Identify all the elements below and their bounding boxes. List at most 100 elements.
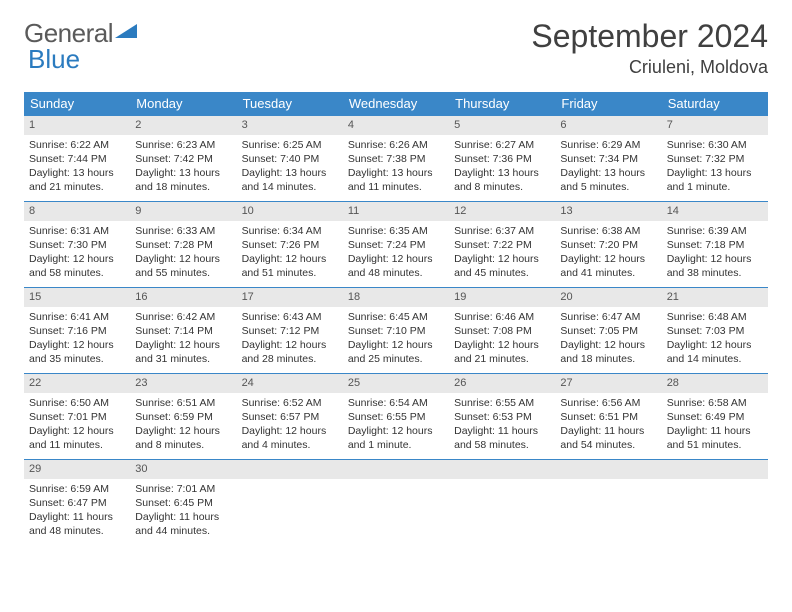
day-details: Sunrise: 6:39 AMSunset: 7:18 PMDaylight:… xyxy=(662,221,768,285)
sunset-line: Sunset: 7:03 PM xyxy=(667,324,763,338)
day-number: 14 xyxy=(662,202,768,221)
sunrise-line: Sunrise: 6:30 AM xyxy=(667,138,763,152)
sunset-line: Sunset: 7:20 PM xyxy=(560,238,656,252)
day-details: Sunrise: 6:59 AMSunset: 6:47 PMDaylight:… xyxy=(24,479,130,543)
day-number: 29 xyxy=(24,460,130,479)
calendar-cell: 30Sunrise: 7:01 AMSunset: 6:45 PMDayligh… xyxy=(130,460,236,546)
weekday-header-row: Sunday Monday Tuesday Wednesday Thursday… xyxy=(24,92,768,116)
calendar-cell xyxy=(449,460,555,546)
day-number: 10 xyxy=(237,202,343,221)
day-details: Sunrise: 6:41 AMSunset: 7:16 PMDaylight:… xyxy=(24,307,130,371)
calendar-cell: 6Sunrise: 6:29 AMSunset: 7:34 PMDaylight… xyxy=(555,116,661,202)
day-details: Sunrise: 6:58 AMSunset: 6:49 PMDaylight:… xyxy=(662,393,768,457)
daylight-line: Daylight: 11 hours and 54 minutes. xyxy=(560,424,656,452)
calendar-cell: 13Sunrise: 6:38 AMSunset: 7:20 PMDayligh… xyxy=(555,202,661,288)
weekday-header: Saturday xyxy=(662,92,768,116)
sunrise-line: Sunrise: 6:41 AM xyxy=(29,310,125,324)
day-details: Sunrise: 6:25 AMSunset: 7:40 PMDaylight:… xyxy=(237,135,343,199)
calendar-cell: 18Sunrise: 6:45 AMSunset: 7:10 PMDayligh… xyxy=(343,288,449,374)
calendar-cell: 10Sunrise: 6:34 AMSunset: 7:26 PMDayligh… xyxy=(237,202,343,288)
weekday-header: Wednesday xyxy=(343,92,449,116)
daylight-line: Daylight: 12 hours and 55 minutes. xyxy=(135,252,231,280)
sunset-line: Sunset: 7:42 PM xyxy=(135,152,231,166)
calendar-cell: 28Sunrise: 6:58 AMSunset: 6:49 PMDayligh… xyxy=(662,374,768,460)
calendar-row: 1Sunrise: 6:22 AMSunset: 7:44 PMDaylight… xyxy=(24,116,768,202)
day-number: 22 xyxy=(24,374,130,393)
sunrise-line: Sunrise: 6:35 AM xyxy=(348,224,444,238)
daylight-line: Daylight: 12 hours and 28 minutes. xyxy=(242,338,338,366)
calendar-cell: 3Sunrise: 6:25 AMSunset: 7:40 PMDaylight… xyxy=(237,116,343,202)
sunset-line: Sunset: 7:16 PM xyxy=(29,324,125,338)
day-number: 30 xyxy=(130,460,236,479)
day-details: Sunrise: 7:01 AMSunset: 6:45 PMDaylight:… xyxy=(130,479,236,543)
sunrise-line: Sunrise: 6:50 AM xyxy=(29,396,125,410)
day-details: Sunrise: 6:56 AMSunset: 6:51 PMDaylight:… xyxy=(555,393,661,457)
day-number: 17 xyxy=(237,288,343,307)
calendar-cell: 9Sunrise: 6:33 AMSunset: 7:28 PMDaylight… xyxy=(130,202,236,288)
day-number: 27 xyxy=(555,374,661,393)
calendar-cell: 4Sunrise: 6:26 AMSunset: 7:38 PMDaylight… xyxy=(343,116,449,202)
calendar-row: 8Sunrise: 6:31 AMSunset: 7:30 PMDaylight… xyxy=(24,202,768,288)
calendar-cell: 26Sunrise: 6:55 AMSunset: 6:53 PMDayligh… xyxy=(449,374,555,460)
day-details: Sunrise: 6:50 AMSunset: 7:01 PMDaylight:… xyxy=(24,393,130,457)
calendar-cell: 19Sunrise: 6:46 AMSunset: 7:08 PMDayligh… xyxy=(449,288,555,374)
daylight-line: Daylight: 12 hours and 48 minutes. xyxy=(348,252,444,280)
daylight-line: Daylight: 12 hours and 11 minutes. xyxy=(29,424,125,452)
day-number: 16 xyxy=(130,288,236,307)
daylight-line: Daylight: 13 hours and 8 minutes. xyxy=(454,166,550,194)
sunrise-line: Sunrise: 6:52 AM xyxy=(242,396,338,410)
day-number: 19 xyxy=(449,288,555,307)
sunrise-line: Sunrise: 6:54 AM xyxy=(348,396,444,410)
sunrise-line: Sunrise: 6:38 AM xyxy=(560,224,656,238)
sunrise-line: Sunrise: 6:43 AM xyxy=(242,310,338,324)
day-details: Sunrise: 6:42 AMSunset: 7:14 PMDaylight:… xyxy=(130,307,236,371)
day-details: Sunrise: 6:33 AMSunset: 7:28 PMDaylight:… xyxy=(130,221,236,285)
daylight-line: Daylight: 12 hours and 25 minutes. xyxy=(348,338,444,366)
sunrise-line: Sunrise: 6:37 AM xyxy=(454,224,550,238)
daylight-line: Daylight: 13 hours and 18 minutes. xyxy=(135,166,231,194)
day-number: 13 xyxy=(555,202,661,221)
day-number: 5 xyxy=(449,116,555,135)
daylight-line: Daylight: 11 hours and 48 minutes. xyxy=(29,510,125,538)
sunrise-line: Sunrise: 6:42 AM xyxy=(135,310,231,324)
sunrise-line: Sunrise: 6:59 AM xyxy=(29,482,125,496)
sunrise-line: Sunrise: 6:22 AM xyxy=(29,138,125,152)
day-details: Sunrise: 6:45 AMSunset: 7:10 PMDaylight:… xyxy=(343,307,449,371)
weekday-header: Sunday xyxy=(24,92,130,116)
day-number: 28 xyxy=(662,374,768,393)
sunset-line: Sunset: 7:28 PM xyxy=(135,238,231,252)
day-number: 8 xyxy=(24,202,130,221)
daylight-line: Daylight: 12 hours and 1 minute. xyxy=(348,424,444,452)
daylight-line: Daylight: 12 hours and 14 minutes. xyxy=(667,338,763,366)
logo-triangle-icon xyxy=(115,22,137,40)
calendar-cell: 17Sunrise: 6:43 AMSunset: 7:12 PMDayligh… xyxy=(237,288,343,374)
daylight-line: Daylight: 12 hours and 41 minutes. xyxy=(560,252,656,280)
day-number: 9 xyxy=(130,202,236,221)
day-details: Sunrise: 6:38 AMSunset: 7:20 PMDaylight:… xyxy=(555,221,661,285)
day-details: Sunrise: 6:35 AMSunset: 7:24 PMDaylight:… xyxy=(343,221,449,285)
daylight-line: Daylight: 12 hours and 8 minutes. xyxy=(135,424,231,452)
sunrise-line: Sunrise: 6:45 AM xyxy=(348,310,444,324)
sunset-line: Sunset: 7:01 PM xyxy=(29,410,125,424)
daylight-line: Daylight: 13 hours and 14 minutes. xyxy=(242,166,338,194)
calendar-cell: 15Sunrise: 6:41 AMSunset: 7:16 PMDayligh… xyxy=(24,288,130,374)
daylight-line: Daylight: 12 hours and 45 minutes. xyxy=(454,252,550,280)
sunset-line: Sunset: 6:55 PM xyxy=(348,410,444,424)
sunrise-line: Sunrise: 6:51 AM xyxy=(135,396,231,410)
day-details: Sunrise: 6:37 AMSunset: 7:22 PMDaylight:… xyxy=(449,221,555,285)
sunrise-line: Sunrise: 6:25 AM xyxy=(242,138,338,152)
sunset-line: Sunset: 7:24 PM xyxy=(348,238,444,252)
sunset-line: Sunset: 7:14 PM xyxy=(135,324,231,338)
empty-day-bar xyxy=(343,460,449,479)
day-details: Sunrise: 6:23 AMSunset: 7:42 PMDaylight:… xyxy=(130,135,236,199)
month-title: September 2024 xyxy=(531,18,768,55)
day-details: Sunrise: 6:54 AMSunset: 6:55 PMDaylight:… xyxy=(343,393,449,457)
sunset-line: Sunset: 6:53 PM xyxy=(454,410,550,424)
daylight-line: Daylight: 13 hours and 1 minute. xyxy=(667,166,763,194)
sunset-line: Sunset: 6:49 PM xyxy=(667,410,763,424)
day-number: 18 xyxy=(343,288,449,307)
day-number: 25 xyxy=(343,374,449,393)
sunset-line: Sunset: 7:18 PM xyxy=(667,238,763,252)
sunset-line: Sunset: 7:05 PM xyxy=(560,324,656,338)
calendar-cell: 21Sunrise: 6:48 AMSunset: 7:03 PMDayligh… xyxy=(662,288,768,374)
